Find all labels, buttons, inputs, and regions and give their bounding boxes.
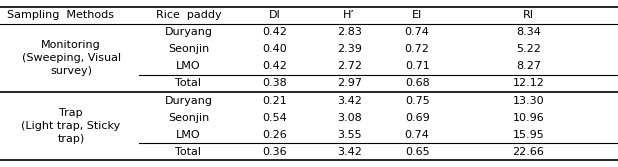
Text: Duryang: Duryang — [164, 27, 213, 37]
Text: 0.26: 0.26 — [263, 130, 287, 140]
Text: 2.97: 2.97 — [337, 78, 362, 89]
Text: DI: DI — [269, 10, 281, 20]
Text: 0.38: 0.38 — [263, 78, 287, 89]
Text: 0.72: 0.72 — [405, 44, 430, 54]
Text: 0.36: 0.36 — [263, 147, 287, 157]
Text: LMO: LMO — [176, 130, 201, 140]
Text: 0.54: 0.54 — [263, 113, 287, 123]
Text: 8.34: 8.34 — [516, 27, 541, 37]
Text: 0.40: 0.40 — [263, 44, 287, 54]
Text: 15.95: 15.95 — [512, 130, 544, 140]
Text: Total: Total — [176, 147, 201, 157]
Text: H’: H’ — [343, 10, 355, 20]
Text: 5.22: 5.22 — [516, 44, 541, 54]
Text: LMO: LMO — [176, 61, 201, 71]
Text: Total: Total — [176, 78, 201, 89]
Text: Duryang: Duryang — [164, 96, 213, 106]
Text: 0.75: 0.75 — [405, 96, 430, 106]
Text: 12.12: 12.12 — [512, 78, 544, 89]
Text: 10.96: 10.96 — [512, 113, 544, 123]
Text: Seonjin: Seonjin — [168, 113, 209, 123]
Text: 2.39: 2.39 — [337, 44, 362, 54]
Text: 0.65: 0.65 — [405, 147, 430, 157]
Text: 3.42: 3.42 — [337, 96, 362, 106]
Text: 0.74: 0.74 — [405, 130, 430, 140]
Text: Trap
(Light trap, Sticky
trap): Trap (Light trap, Sticky trap) — [22, 108, 121, 144]
Text: 0.71: 0.71 — [405, 61, 430, 71]
Text: 0.68: 0.68 — [405, 78, 430, 89]
Text: 0.21: 0.21 — [263, 96, 287, 106]
Text: Seonjin: Seonjin — [168, 44, 209, 54]
Text: 0.42: 0.42 — [263, 61, 287, 71]
Text: Sampling  Methods: Sampling Methods — [7, 10, 114, 20]
Text: 2.72: 2.72 — [337, 61, 362, 71]
Text: 0.69: 0.69 — [405, 113, 430, 123]
Text: RI: RI — [523, 10, 534, 20]
Text: 3.08: 3.08 — [337, 113, 362, 123]
Text: 13.30: 13.30 — [512, 96, 544, 106]
Text: EI: EI — [412, 10, 422, 20]
Text: 0.42: 0.42 — [263, 27, 287, 37]
Text: 8.27: 8.27 — [516, 61, 541, 71]
Text: Rice  paddy: Rice paddy — [156, 10, 221, 20]
Text: 3.42: 3.42 — [337, 147, 362, 157]
Text: 2.83: 2.83 — [337, 27, 362, 37]
Text: Monitoring
(Sweeping, Visual
survey): Monitoring (Sweeping, Visual survey) — [22, 40, 121, 76]
Text: 3.55: 3.55 — [337, 130, 362, 140]
Text: 22.66: 22.66 — [512, 147, 544, 157]
Text: 0.74: 0.74 — [405, 27, 430, 37]
